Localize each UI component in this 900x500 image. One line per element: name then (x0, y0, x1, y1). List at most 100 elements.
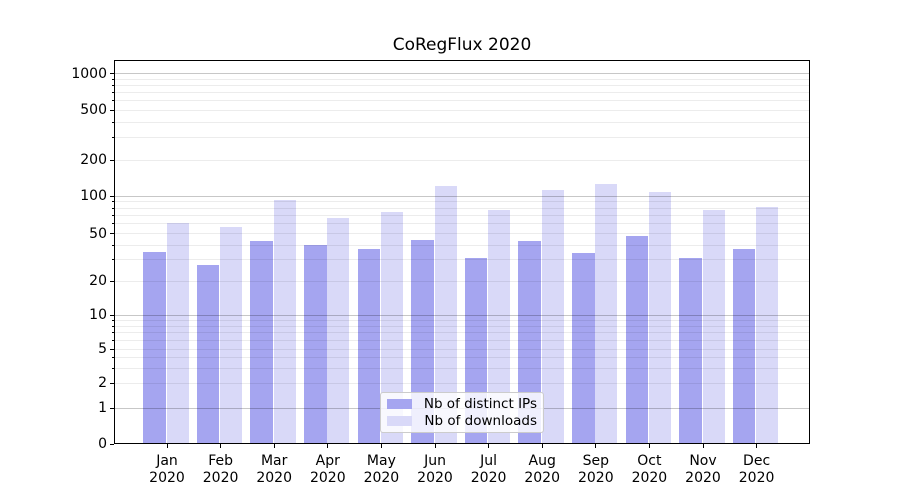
y-minor-tick (112, 91, 114, 93)
x-tick-year: 2020 (631, 469, 668, 486)
y-minor-tick (112, 137, 114, 139)
y-minor-tick (112, 325, 114, 327)
x-tick-label: Aug 2020 (514, 453, 570, 486)
bar-downloads (756, 206, 779, 444)
y-tick-label: 5 (98, 341, 107, 358)
bar-distinct-ips (572, 253, 595, 444)
y-minor-tick (112, 99, 114, 101)
bar-downloads (488, 210, 511, 444)
y-tick-mark (110, 195, 114, 197)
bar-distinct-ips (304, 245, 327, 444)
y-minor-tick (112, 357, 114, 359)
y-tick-mark (110, 407, 114, 409)
y-minor-tick (112, 207, 114, 209)
bar-downloads (702, 210, 725, 444)
x-tick-mark (166, 444, 168, 448)
y-minor-tick (112, 319, 114, 321)
y-tick-mark (110, 382, 114, 384)
x-tick-year: 2020 (256, 469, 292, 486)
x-tick-month: Aug (528, 453, 556, 469)
y-tick-label: 50 (89, 225, 107, 242)
x-tick-month: Apr (315, 453, 340, 469)
x-tick-year: 2020 (577, 469, 614, 486)
x-tick-label: May 2020 (353, 453, 409, 486)
x-tick-label: Mar 2020 (246, 453, 302, 486)
x-tick-mark (648, 444, 650, 448)
x-tick-month: Jan (156, 453, 178, 469)
x-tick-label: Apr 2020 (300, 453, 356, 486)
x-tick-month: Feb (208, 453, 233, 469)
gridline-major (115, 195, 809, 197)
y-tick-label: 20 (89, 273, 107, 289)
x-tick-label: Jul 2020 (461, 453, 517, 486)
y-tick-label: 10 (89, 307, 107, 323)
legend-item: Nb of downloads (387, 413, 537, 429)
x-tick-month: Sep (582, 453, 609, 469)
y-minor-tick (112, 84, 114, 86)
x-tick-year: 2020 (149, 469, 185, 486)
x-tick-label: Jan 2020 (139, 453, 195, 486)
y-tick-label: 200 (80, 152, 107, 168)
y-minor-tick (112, 121, 114, 123)
y-tick-label: 500 (80, 102, 107, 118)
gridline-minor (115, 99, 809, 101)
bar-downloads (166, 222, 189, 444)
gridline-minor (115, 159, 809, 161)
y-minor-tick (112, 339, 114, 341)
legend-swatch-downloads (387, 415, 412, 426)
y-minor-tick (112, 367, 114, 369)
x-tick-mark (541, 444, 543, 448)
x-tick-year: 2020 (417, 469, 453, 486)
bar-downloads (649, 191, 671, 444)
y-minor-tick (112, 214, 114, 216)
x-tick-month: May (366, 453, 396, 469)
bar-downloads (381, 211, 403, 444)
x-tick-year: 2020 (685, 469, 721, 486)
x-tick-mark (273, 444, 275, 448)
y-minor-tick (112, 244, 114, 246)
y-tick-mark (110, 280, 114, 282)
x-tick-month: Nov (689, 453, 717, 469)
bar-distinct-ips (679, 258, 702, 444)
x-tick-month: Jul (480, 453, 498, 469)
x-tick-year: 2020 (524, 469, 560, 486)
y-tick-mark (110, 314, 114, 316)
x-tick-label: Dec 2020 (729, 453, 785, 486)
gridline-minor (115, 91, 809, 93)
x-tick-year: 2020 (202, 469, 239, 486)
y-minor-tick (112, 223, 114, 225)
x-tick-label: Feb 2020 (193, 453, 249, 486)
y-tick-mark (110, 233, 114, 234)
legend-label: Nb of distinct IPs (423, 396, 537, 413)
x-tick-label: Jun 2020 (407, 453, 463, 486)
bar-downloads (273, 199, 296, 444)
bar-distinct-ips (625, 235, 649, 444)
x-tick-label: Nov 2020 (675, 453, 731, 486)
y-tick-label: 100 (80, 188, 107, 204)
y-tick-mark (110, 443, 114, 445)
bar-downloads (327, 218, 350, 444)
x-tick-month: Jun (424, 453, 446, 469)
x-tick-month: Mar (260, 453, 288, 469)
x-tick-mark (380, 444, 382, 448)
x-tick-year: 2020 (309, 469, 346, 486)
bar-distinct-ips (250, 241, 273, 444)
y-minor-tick (112, 332, 114, 334)
gridline-major (115, 73, 809, 74)
gridline-minor (115, 121, 809, 123)
y-tick-label: 1 (98, 400, 107, 416)
x-tick-mark (488, 444, 490, 448)
x-tick-mark (702, 444, 704, 448)
x-tick-month: Dec (743, 453, 771, 469)
bar-distinct-ips (196, 265, 220, 444)
legend-label: Nb of downloads (424, 412, 537, 429)
bar-downloads (541, 190, 564, 444)
legend-swatch-distinct-ips (387, 399, 412, 410)
chart-title: CoRegFlux 2020 (392, 35, 532, 55)
y-tick-mark (110, 159, 114, 161)
gridline-minor (115, 201, 809, 203)
y-tick-mark (110, 73, 114, 74)
y-minor-tick (112, 259, 114, 261)
gridline-minor (115, 207, 809, 209)
